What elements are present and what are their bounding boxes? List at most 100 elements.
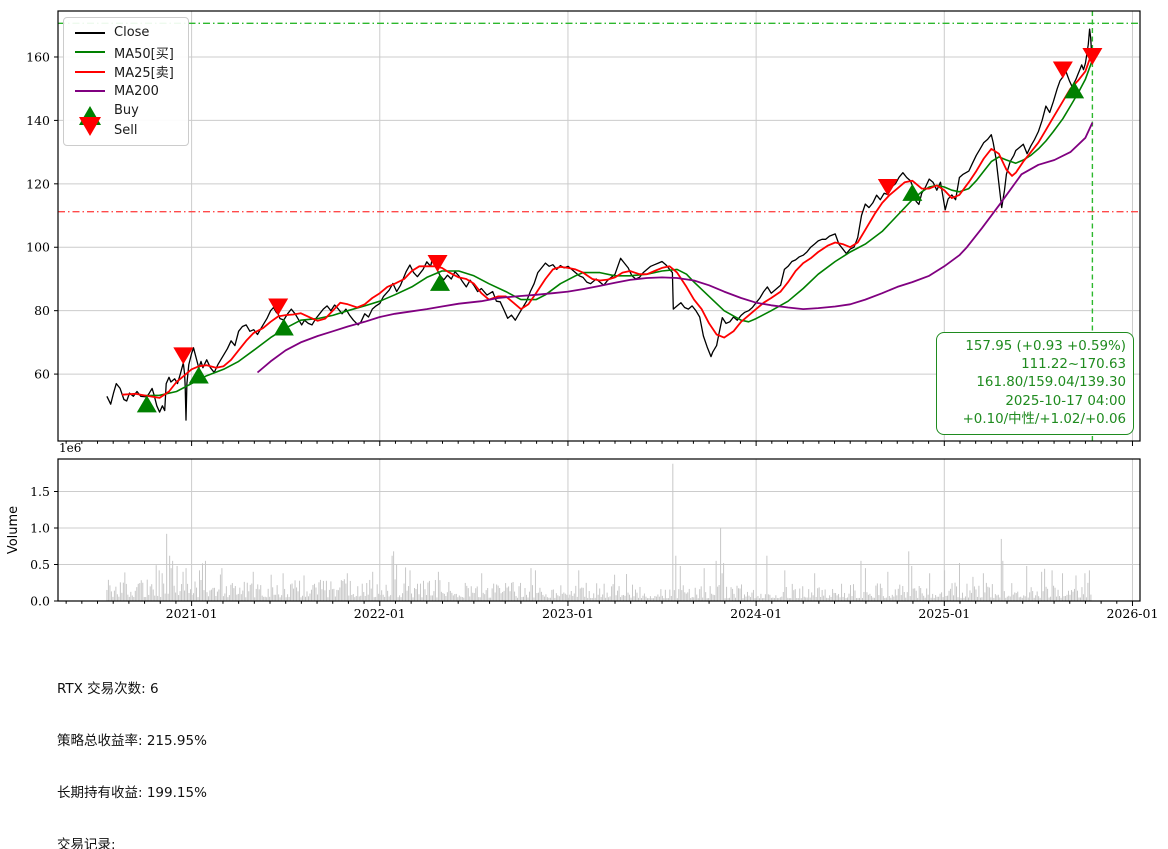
legend-swatch <box>74 31 106 34</box>
volume-bar <box>649 596 651 601</box>
volume-bar <box>796 598 798 601</box>
volume-bar <box>552 589 554 601</box>
volume-bar <box>122 582 124 601</box>
volume-bar <box>155 565 157 601</box>
volume-bar <box>488 597 490 601</box>
volume-bar <box>414 588 416 601</box>
volume-bar <box>297 591 299 601</box>
legend-item-ma50: MA50[买] <box>74 43 174 63</box>
volume-bar <box>746 591 748 601</box>
volume-bar <box>847 597 849 601</box>
summary-block: RTX 交易次数: 6 策略总收益率: 215.95% 长期持有收益: 199.… <box>57 646 494 849</box>
volume-bar <box>233 588 235 601</box>
volume-bar <box>682 585 684 601</box>
volume-bar <box>1012 594 1014 601</box>
volume-bar <box>967 597 969 601</box>
volume-bar <box>545 594 547 601</box>
volume-bar <box>936 596 938 601</box>
volume-bar <box>794 589 796 601</box>
volume-bar <box>154 595 156 601</box>
volume-bar <box>654 595 656 601</box>
volume-bar <box>763 597 765 601</box>
volume-bar <box>391 555 393 601</box>
volume-bar <box>548 597 550 601</box>
volume-bar <box>234 586 236 601</box>
volume-bar <box>184 590 186 601</box>
volume-bar <box>806 597 808 601</box>
volume-bar <box>315 587 317 601</box>
volume-bar <box>106 589 108 601</box>
volume-bar <box>472 592 474 601</box>
volume-bar <box>745 596 747 601</box>
volume-bar <box>558 596 560 601</box>
volume-bar <box>673 590 675 601</box>
volume-bar <box>375 596 377 601</box>
volume-bar <box>452 595 454 601</box>
volume-bar <box>240 594 242 601</box>
volume-bar <box>815 597 817 601</box>
volume-bar <box>204 560 206 601</box>
volume-bar <box>470 586 472 601</box>
volume-bar <box>460 596 462 601</box>
volume-bar <box>1002 560 1004 601</box>
volume-bar <box>173 585 175 601</box>
volume-bar <box>364 595 366 601</box>
volume-bar <box>387 590 389 601</box>
volume-bar <box>585 582 587 601</box>
volume-bar <box>761 598 763 601</box>
volume-bar <box>279 597 281 601</box>
volume-bar <box>149 586 151 601</box>
volume-bar <box>899 584 901 601</box>
volume-bar <box>891 594 893 601</box>
volume-bar <box>990 597 992 601</box>
volume-bar <box>918 586 920 601</box>
ma25-line <box>121 51 1094 399</box>
close-line <box>106 28 1094 421</box>
volume-bar <box>206 592 208 601</box>
volume-bar <box>509 591 511 601</box>
volume-bar <box>959 563 960 601</box>
volume-bar <box>231 583 233 601</box>
volume-bar <box>733 593 735 601</box>
legend-item-sell: Sell <box>74 116 174 141</box>
volume-bar <box>505 583 507 601</box>
volume-bar <box>752 589 754 601</box>
volume-bar <box>972 576 974 601</box>
price-tick-label: 80 <box>34 303 50 318</box>
volume-bar <box>803 596 805 601</box>
volume-bar <box>466 585 468 601</box>
volume-bar <box>287 594 289 601</box>
volume-bar <box>491 588 493 601</box>
volume-bar <box>749 597 751 601</box>
volume-bar <box>455 593 457 601</box>
volume-bar <box>128 596 130 601</box>
volume-bar <box>966 583 968 601</box>
volume-bar <box>855 598 857 601</box>
volume-bar <box>623 594 625 601</box>
volume-bar <box>696 594 698 601</box>
volume-bar <box>781 596 783 601</box>
volume-bar <box>1059 596 1061 601</box>
volume-bar <box>213 587 215 601</box>
volume-bar <box>627 592 629 601</box>
volume-bar <box>373 597 375 601</box>
volume-bar <box>975 589 977 601</box>
volume-bar <box>1053 585 1055 601</box>
volume-bar <box>178 595 180 601</box>
annotation-signal-line: +0.10/中性/+1.02/+0.06 <box>962 411 1126 427</box>
volume-bar <box>384 596 386 601</box>
volume-bar <box>361 583 363 601</box>
volume-bar <box>1078 597 1080 601</box>
volume-bar <box>726 586 728 601</box>
volume-bar <box>772 597 774 601</box>
volume-bar <box>672 463 674 601</box>
volume-bar <box>354 597 356 601</box>
volume-bar <box>523 596 525 601</box>
volume-bar <box>838 593 840 601</box>
volume-bar <box>497 585 499 601</box>
volume-bar <box>797 598 799 601</box>
volume-bar <box>496 584 498 601</box>
volume-bar <box>999 597 1001 601</box>
volume-bar <box>584 596 586 601</box>
volume-bar <box>119 582 121 601</box>
